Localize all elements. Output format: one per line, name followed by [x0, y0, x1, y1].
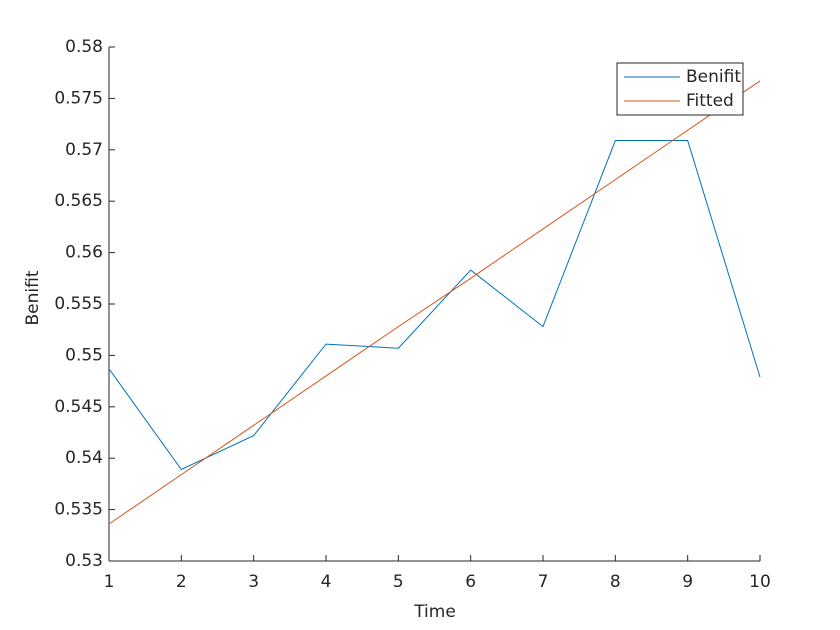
x-tick-label: 3 [248, 572, 259, 592]
x-tick-label: 2 [176, 572, 187, 592]
y-axis-label: Benifit [23, 270, 43, 325]
x-axis-label: Time [413, 602, 456, 622]
x-tick-label: 5 [393, 572, 404, 592]
legend-box [616, 62, 744, 116]
series-line [108, 140, 761, 471]
y-tick-label: 0.56 [65, 243, 103, 263]
y-tick-label: 0.565 [54, 191, 103, 211]
y-tick-label: 0.53 [65, 551, 103, 571]
y-tick-label: 0.57 [65, 140, 103, 160]
y-tick-label: 0.555 [54, 294, 103, 314]
x-tick-label: 7 [538, 572, 549, 592]
x-tick-label: 4 [321, 572, 332, 592]
x-tick-label: 1 [104, 572, 115, 592]
y-tick-label: 0.58 [65, 37, 103, 57]
x-tick-label: 9 [682, 572, 693, 592]
x-tick-label: 6 [465, 572, 476, 592]
legend-label: Fitted [686, 91, 734, 111]
y-tick-label: 0.54 [65, 448, 103, 468]
x-tick-label: 8 [610, 572, 621, 592]
series-line [108, 80, 761, 525]
x-tick-label: 10 [749, 572, 771, 592]
y-tick-label: 0.575 [54, 88, 103, 108]
y-tick-label: 0.55 [65, 345, 103, 365]
legend-label: Benifit [686, 67, 741, 87]
y-tick-label: 0.545 [54, 397, 103, 417]
y-tick-label: 0.535 [54, 500, 103, 520]
